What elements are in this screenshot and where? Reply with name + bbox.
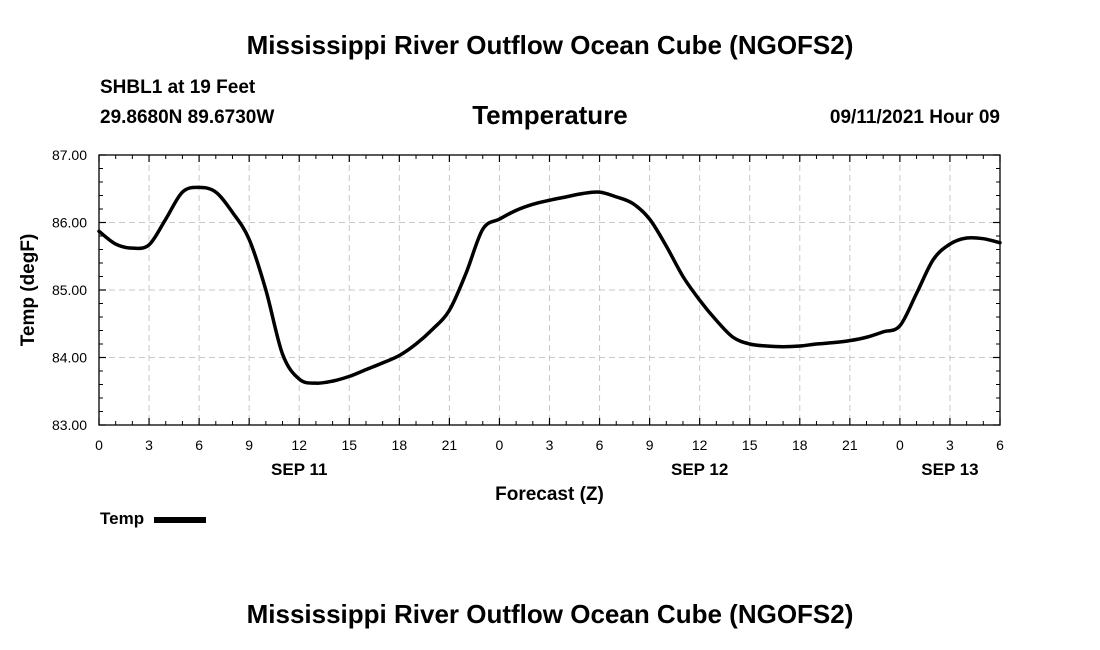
x-tick-label: 3 xyxy=(946,437,954,453)
y-tick-label: 85.00 xyxy=(52,282,87,298)
date-label: SEP 13 xyxy=(921,460,978,479)
footer-title: Mississippi River Outflow Ocean Cube (NG… xyxy=(246,599,854,629)
x-tick-label: 6 xyxy=(596,437,604,453)
x-tick-label: 12 xyxy=(692,437,708,453)
x-tick-labels: 0 3 6 9 12 15 18 21 0 3 6 9 12 15 18 21 0 3 6 xyxy=(95,437,1004,453)
x-tick-label: 15 xyxy=(742,437,758,453)
y-tick-labels: 83.00 84.00 85.00 86.00 87.00 xyxy=(52,147,87,433)
legend: Temp xyxy=(100,509,207,529)
y-tick-label: 87.00 xyxy=(52,147,87,163)
x-tick-label: 21 xyxy=(442,437,458,453)
legend-label: Temp xyxy=(100,509,145,528)
legend-swatch-temp xyxy=(154,517,207,523)
x-tick-label: 0 xyxy=(896,437,904,453)
chart-title: Mississippi River Outflow Ocean Cube (NG… xyxy=(246,30,854,60)
x-tick-label: 15 xyxy=(341,437,357,453)
y-tick-label: 84.00 xyxy=(52,350,87,366)
series-layer xyxy=(97,185,1002,385)
x-tick-label: 0 xyxy=(95,437,103,453)
date-label: SEP 11 xyxy=(271,460,327,479)
x-tick-label: 18 xyxy=(392,437,408,453)
x-tick-label: 6 xyxy=(195,437,203,453)
y-axis-title: Temp (degF) xyxy=(18,234,39,347)
forecast-datetime: 09/11/2021 Hour 09 xyxy=(829,107,1000,128)
y-tick-label: 86.00 xyxy=(52,215,87,231)
variable-title: Temperature xyxy=(472,100,628,130)
grid-lines xyxy=(99,155,1000,425)
date-label: SEP 12 xyxy=(671,460,728,479)
x-tick-label: 18 xyxy=(792,437,808,453)
x-tick-label: 9 xyxy=(245,437,253,453)
station-coordinates: 29.8680N 89.6730W xyxy=(100,107,275,128)
x-tick-label: 12 xyxy=(291,437,307,453)
x-tick-label: 21 xyxy=(842,437,858,453)
x-tick-label: 9 xyxy=(646,437,654,453)
x-axis-title: Forecast (Z) xyxy=(495,484,604,505)
series-line-temp xyxy=(97,185,1002,385)
x-tick-label: 6 xyxy=(996,437,1004,453)
date-labels: SEP 11 SEP 12 SEP 13 xyxy=(271,460,979,479)
station-label: SHBL1 at 19 Feet xyxy=(100,77,256,98)
x-tick-label: 3 xyxy=(145,437,153,453)
x-tick-label: 3 xyxy=(546,437,554,453)
y-tick-label: 83.00 xyxy=(52,417,87,433)
axis-ticks xyxy=(98,154,1001,426)
x-tick-label: 0 xyxy=(496,437,504,453)
